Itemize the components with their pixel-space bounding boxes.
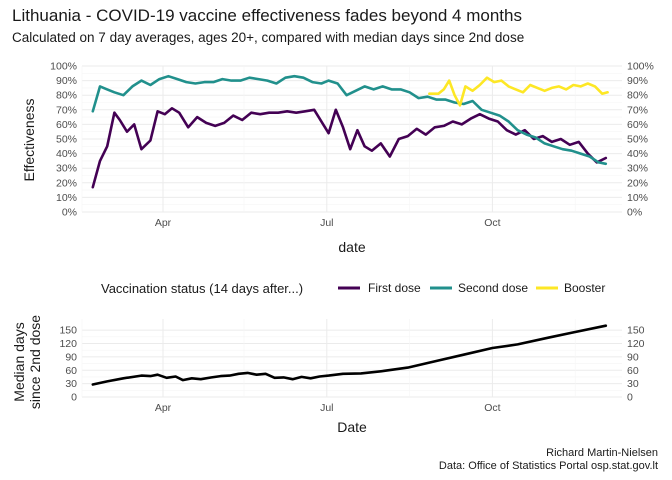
- legend-title: Vaccination status (14 days after...): [101, 281, 303, 296]
- legend-label-second-dose: Second dose: [458, 281, 528, 295]
- y-tick-label-left: 150: [59, 325, 77, 337]
- x-tick-label: Apr: [155, 402, 172, 414]
- legend-label-booster: Booster: [564, 281, 605, 295]
- series-line-median-days: [91, 324, 608, 386]
- y-tick-label-left: 0: [71, 392, 77, 404]
- effectiveness-y-label: Effectiveness: [21, 98, 37, 181]
- median-days-y-label-line2: since 2nd dose: [27, 315, 43, 409]
- y-tick-label-right: 70%: [627, 104, 648, 116]
- y-tick-label-left: 70%: [56, 104, 77, 116]
- y-tick-label-left: 30: [65, 378, 77, 390]
- legend: Vaccination status (14 days after...) Fi…: [101, 281, 605, 296]
- y-tick-label-right: 0: [627, 392, 633, 404]
- legend-label-first-dose: First dose: [368, 281, 421, 295]
- y-tick-label-left: 50%: [56, 134, 77, 146]
- effectiveness-y-ticks-left: 0% 10% 20% 30% 40% 50% 60% 70% 80% 90% 100%: [50, 61, 77, 219]
- y-tick-label-right: 30%: [627, 163, 648, 175]
- y-tick-label-left: 120: [59, 338, 77, 350]
- chart-canvas: 0% 10% 20% 30% 40% 50% 60% 70% 80% 90% 100% 0% 10% 2…: [11, 61, 654, 436]
- y-tick-label-left: 80%: [56, 90, 77, 102]
- y-tick-label-right: 90%: [627, 75, 648, 87]
- effectiveness-x-ticks: Apr Jul Oct: [155, 217, 501, 229]
- y-tick-label-right: 100%: [627, 61, 654, 73]
- y-tick-label-right: 20%: [627, 177, 648, 189]
- y-tick-label-right: 60%: [627, 119, 648, 131]
- y-tick-label-right: 40%: [627, 148, 648, 160]
- y-tick-label-right: 90: [627, 351, 639, 363]
- series-line-first-dose: [91, 107, 608, 189]
- y-tick-label-right: 150: [627, 325, 645, 337]
- median-days-line: [91, 324, 608, 386]
- median-days-x-ticks: Apr Jul Oct: [155, 402, 501, 414]
- y-tick-label-left: 10%: [56, 192, 77, 204]
- median-days-grid: [81, 319, 622, 398]
- y-tick-label-right: 10%: [627, 192, 648, 204]
- chart-subtitle: Calculated on 7 day averages, ages 20+, …: [12, 30, 525, 45]
- caption-source: Data: Office of Statistics Portal osp.st…: [438, 460, 658, 472]
- y-tick-label-left: 20%: [56, 177, 77, 189]
- median-days-y-label-line1: Median days: [11, 322, 27, 401]
- y-tick-label-left: 40%: [56, 148, 77, 160]
- y-tick-label-left: 60: [65, 365, 77, 377]
- y-tick-label-right: 120: [627, 338, 645, 350]
- y-tick-label-left: 60%: [56, 119, 77, 131]
- caption-author: Richard Martin-Nielsen: [546, 447, 658, 459]
- y-tick-label-left: 0%: [62, 207, 77, 219]
- x-tick-label: Oct: [484, 402, 500, 414]
- y-tick-label-left: 30%: [56, 163, 77, 175]
- y-tick-label-right: 60: [627, 365, 639, 377]
- y-tick-label-right: 80%: [627, 90, 648, 102]
- effectiveness-grid: [81, 65, 622, 213]
- y-tick-label-right: 30: [627, 378, 639, 390]
- effectiveness-lines: [91, 74, 609, 189]
- series-line-booster: [428, 76, 609, 107]
- effectiveness-x-label: date: [338, 239, 365, 255]
- effectiveness-y-ticks-right: 0% 10% 20% 30% 40% 50% 60% 70% 80% 90% 100%: [627, 61, 654, 219]
- effectiveness-panel: 0% 10% 20% 30% 40% 50% 60% 70% 80% 90% 100% 0% 10% 2…: [21, 61, 654, 256]
- x-tick-label: Oct: [484, 217, 500, 229]
- x-tick-label: Jul: [320, 217, 333, 229]
- y-tick-label-left: 90: [65, 351, 77, 363]
- x-tick-label: Apr: [155, 217, 172, 229]
- series-line-second-dose: [91, 74, 608, 166]
- x-tick-label: Jul: [320, 402, 333, 414]
- y-tick-label-right: 50%: [627, 134, 648, 146]
- chart-title: Lithuania - COVID-19 vaccine effectivene…: [12, 6, 522, 25]
- y-tick-label-right: 0%: [627, 207, 642, 219]
- y-tick-label-left: 90%: [56, 75, 77, 87]
- median-days-x-label: Date: [337, 419, 367, 435]
- y-tick-label-left: 100%: [50, 61, 77, 73]
